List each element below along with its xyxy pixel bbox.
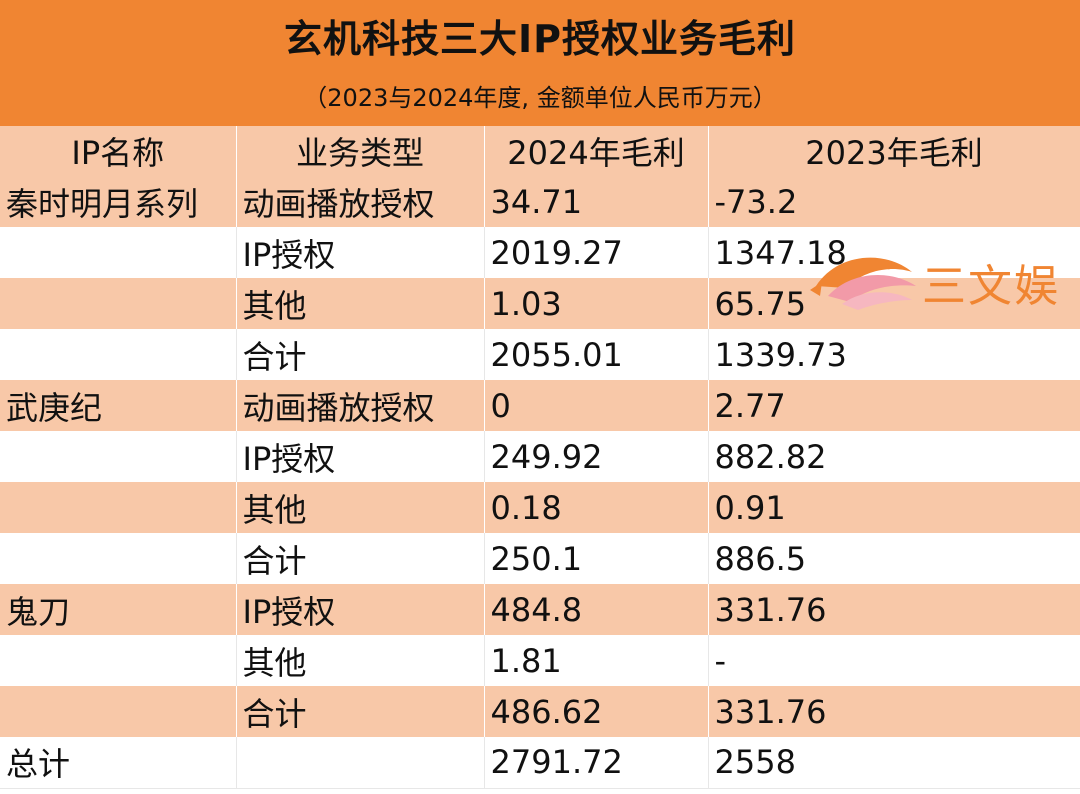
cell-ip-name [0, 431, 237, 482]
cell-2024-profit: 484.8 [484, 584, 709, 635]
cell-business-type [236, 737, 485, 789]
cell-2024-profit: 2019.27 [484, 227, 709, 278]
cell-business-type: IP授权 [236, 431, 485, 482]
cell-ip-name: 总计 [0, 737, 237, 789]
cell-business-type: 合计 [236, 533, 485, 584]
gross-profit-table: IP名称 业务类型 2024年毛利 2023年毛利 秦时明月系列 动画播放授权 34… [0, 126, 1080, 789]
fish-logo-icon [810, 257, 916, 310]
cell-ip-name: 鬼刀 [0, 584, 237, 635]
cell-2024-profit: 249.92 [484, 431, 709, 482]
cell-2024-profit: 250.1 [484, 533, 709, 584]
page-subtitle: （2023与2024年度, 金额单位人民币万元） [303, 84, 777, 112]
table-row: 武庚纪 动画播放授权 0 2.77 [0, 380, 1080, 431]
cell-2023-profit: - [708, 635, 1080, 686]
table-row: 总计 2791.72 2558 [0, 737, 1080, 789]
cell-2023-profit: 331.76 [708, 584, 1080, 635]
cell-business-type: IP授权 [236, 584, 485, 635]
cell-2024-profit: 0 [484, 380, 709, 431]
cell-ip-name [0, 227, 237, 278]
cell-2023-profit: 1339.73 [708, 329, 1080, 380]
table-row: 其他 1.03 65.75 [0, 278, 1080, 329]
cell-business-type: 其他 [236, 278, 485, 329]
table-row: 合计 486.62 331.76 [0, 686, 1080, 737]
column-header-2023-profit: 2023年毛利 [708, 126, 1080, 176]
cell-business-type: 其他 [236, 482, 485, 533]
cell-2024-profit: 1.03 [484, 278, 709, 329]
cell-business-type: 动画播放授权 [236, 176, 485, 227]
cell-2024-profit: 2791.72 [484, 737, 709, 789]
watermark-text: 三文娱 [922, 261, 1060, 312]
cell-2023-profit: 882.82 [708, 431, 1080, 482]
cell-2023-profit: 331.76 [708, 686, 1080, 737]
cell-business-type: 合计 [236, 329, 485, 380]
cell-ip-name [0, 329, 237, 380]
cell-2024-profit: 34.71 [484, 176, 709, 227]
table-row: 鬼刀 IP授权 484.8 331.76 [0, 584, 1080, 635]
cell-2023-profit: 1347.18 [708, 227, 1080, 278]
page-title: 玄机科技三大IP授权业务毛利 [284, 17, 796, 61]
cell-2023-profit: -73.2 [708, 176, 1080, 227]
table-row: 其他 0.18 0.91 [0, 482, 1080, 533]
column-header-ip-name: IP名称 [0, 126, 237, 176]
cell-business-type: 动画播放授权 [236, 380, 485, 431]
cell-2024-profit: 2055.01 [484, 329, 709, 380]
table-row: 其他 1.81- [0, 635, 1080, 686]
cell-ip-name [0, 533, 237, 584]
table-body: 秦时明月系列 动画播放授权 34.71 -73.2 IP授权 2019.27 1347.18… [0, 176, 1080, 789]
cell-business-type: 合计 [236, 686, 485, 737]
cell-2024-profit: 486.62 [484, 686, 709, 737]
cell-business-type: IP授权 [236, 227, 485, 278]
cell-2023-profit: 65.75 [708, 278, 1080, 329]
cell-ip-name [0, 635, 237, 686]
cell-ip-name [0, 482, 237, 533]
cell-ip-name [0, 686, 237, 737]
cell-ip-name [0, 278, 237, 329]
cell-2024-profit: 1.81 [484, 635, 709, 686]
cell-2023-profit: 2558 [708, 737, 1080, 789]
table-row: IP授权 249.92 882.82 [0, 431, 1080, 482]
table-header-row: IP名称 业务类型 2024年毛利 2023年毛利 [0, 126, 1080, 176]
cell-ip-name: 秦时明月系列 [0, 176, 237, 227]
column-header-business-type: 业务类型 [236, 126, 485, 176]
cell-2023-profit: 2.77 [708, 380, 1080, 431]
cell-2023-profit: 886.5 [708, 533, 1080, 584]
header-banner: 玄机科技三大IP授权业务毛利 （2023与2024年度, 金额单位人民币万元） [0, 0, 1080, 126]
column-header-2024-profit: 2024年毛利 [484, 126, 709, 176]
table-row: 合计 250.1 886.5 [0, 533, 1080, 584]
watermark: 三文娱 [808, 246, 1068, 316]
table-row: 秦时明月系列 动画播放授权 34.71 -73.2 [0, 176, 1080, 227]
cell-business-type: 其他 [236, 635, 485, 686]
table-row: IP授权 2019.27 1347.18 [0, 227, 1080, 278]
cell-2023-profit: 0.91 [708, 482, 1080, 533]
cell-ip-name: 武庚纪 [0, 380, 237, 431]
table-row: 合计 2055.01 1339.73 [0, 329, 1080, 380]
cell-2024-profit: 0.18 [484, 482, 709, 533]
